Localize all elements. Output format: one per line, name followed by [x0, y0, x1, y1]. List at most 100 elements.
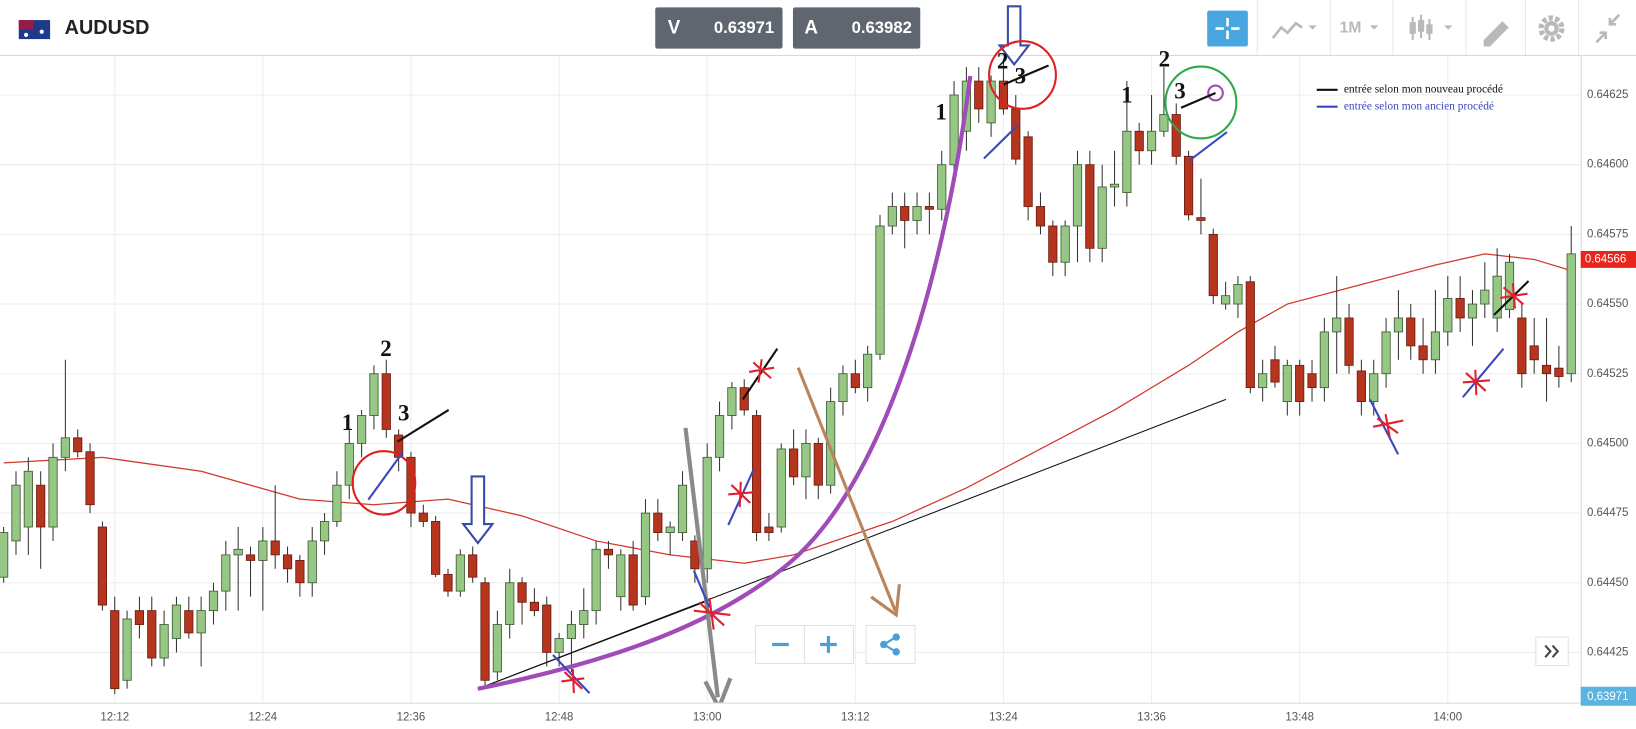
- candle-body: [1134, 130, 1144, 152]
- annotation-number: 1: [342, 409, 353, 435]
- symbol: AUDUSD: [65, 17, 150, 39]
- settings-button[interactable]: [1538, 15, 1565, 42]
- candle-body: [1109, 183, 1120, 188]
- share-button[interactable]: [865, 624, 916, 665]
- x-tick-label: 12:24: [249, 711, 278, 723]
- candle-body: [640, 512, 651, 598]
- timeframe-button[interactable]: 1M: [1340, 20, 1362, 37]
- zoom-in-button[interactable]: [803, 624, 854, 665]
- candle-body: [357, 415, 367, 444]
- y-tick-label: 0.64600: [1587, 159, 1628, 171]
- candle-body: [616, 554, 626, 598]
- candle-body: [1295, 364, 1305, 403]
- annotation-number: 3: [1174, 77, 1185, 103]
- candle-body: [554, 638, 564, 653]
- candle-body: [579, 610, 589, 625]
- collapse-button[interactable]: [1595, 13, 1621, 44]
- candles: [0, 58, 1576, 695]
- x-tick-label: 13:48: [1285, 711, 1314, 723]
- y-tick-label: 0.64550: [1587, 298, 1628, 310]
- candle-body: [714, 415, 725, 458]
- candle-body: [11, 484, 21, 542]
- candle-body: [924, 206, 934, 210]
- candle-body: [122, 618, 132, 681]
- annotation-number: 1: [1121, 81, 1132, 107]
- candle-body: [1183, 155, 1194, 216]
- candle-body: [986, 80, 996, 124]
- candle-body: [887, 206, 897, 227]
- candle-body: [1196, 217, 1206, 221]
- annotation-number: 3: [1015, 62, 1026, 88]
- price-tag: [1580, 250, 1636, 268]
- candle-body: [826, 401, 836, 486]
- candle-body: [1097, 186, 1107, 249]
- x-tick-label: 12:48: [545, 711, 574, 723]
- candle-body: [789, 448, 799, 478]
- buy-label: A: [804, 17, 818, 38]
- legend-note: entrée selon mon ancien procédé: [1344, 100, 1494, 112]
- candle-body: [1085, 164, 1095, 249]
- candle-body: [270, 540, 280, 556]
- y-tick-label: 0.64475: [1587, 507, 1628, 519]
- candle-body: [1159, 114, 1169, 132]
- flag-icon: [18, 20, 51, 40]
- candle-body: [1541, 364, 1552, 375]
- moving-average-layer: [3, 253, 1572, 564]
- candle-body: [1332, 317, 1342, 333]
- candle-body: [1554, 367, 1564, 377]
- candle-body: [863, 353, 873, 389]
- candle-body: [282, 554, 293, 570]
- candle-body: [653, 512, 663, 534]
- candle-body: [85, 451, 95, 506]
- candle-body: [542, 604, 552, 653]
- buy-button[interactable]: [792, 7, 921, 49]
- candle-body: [1208, 233, 1218, 297]
- sell-button[interactable]: [655, 7, 783, 49]
- annotation-number: 3: [398, 399, 409, 425]
- candle-body: [344, 442, 354, 486]
- candle-body: [0, 532, 9, 578]
- candle-body: [1072, 164, 1083, 227]
- candle-body: [196, 610, 206, 634]
- candle-body: [1393, 317, 1404, 333]
- grid: [0, 55, 1581, 703]
- candle-body: [245, 554, 256, 561]
- candle-body: [1319, 331, 1329, 389]
- time-axis: [0, 702, 1581, 729]
- sell-price: 0.63971: [714, 18, 774, 37]
- y-tick-label: 0.64525: [1587, 368, 1628, 380]
- zoom-out-button[interactable]: [754, 624, 805, 665]
- crosshair-button[interactable]: [1207, 10, 1248, 47]
- candle-body: [184, 610, 194, 634]
- candle-body: [813, 442, 823, 486]
- candle-body: [838, 373, 848, 403]
- candle-body: [1430, 331, 1441, 361]
- scroll-right-button[interactable]: [1535, 636, 1569, 667]
- candle-body: [1233, 284, 1243, 305]
- legend-note: entrée selon mon nouveau procédé: [1344, 83, 1503, 95]
- candle-body: [307, 540, 317, 584]
- candle-body: [171, 604, 182, 639]
- candle-body: [332, 484, 342, 522]
- candle-body: [1344, 317, 1354, 366]
- annotation-number: 2: [1159, 45, 1170, 71]
- candle-body: [418, 512, 428, 522]
- candle-body: [591, 548, 601, 612]
- candle-body: [468, 554, 478, 578]
- candle-body: [875, 225, 885, 355]
- candle-body: [147, 610, 157, 659]
- candle-body: [134, 610, 145, 625]
- draw-button[interactable]: [1483, 21, 1509, 47]
- candle-body: [751, 415, 762, 534]
- candle-body: [727, 387, 737, 416]
- candle-body: [603, 548, 614, 556]
- candle-body: [998, 80, 1009, 110]
- candle-style-button[interactable]: [1409, 14, 1453, 41]
- candle-body: [381, 373, 391, 430]
- candle-body: [1369, 373, 1379, 403]
- candle-body: [974, 80, 984, 110]
- axis-labels: 0.64425 0.64450 0.64475 0.64500 0.64525 0.645…: [100, 89, 1636, 723]
- annotation-number: 1: [935, 98, 946, 124]
- chart-type-button[interactable]: [1271, 21, 1317, 39]
